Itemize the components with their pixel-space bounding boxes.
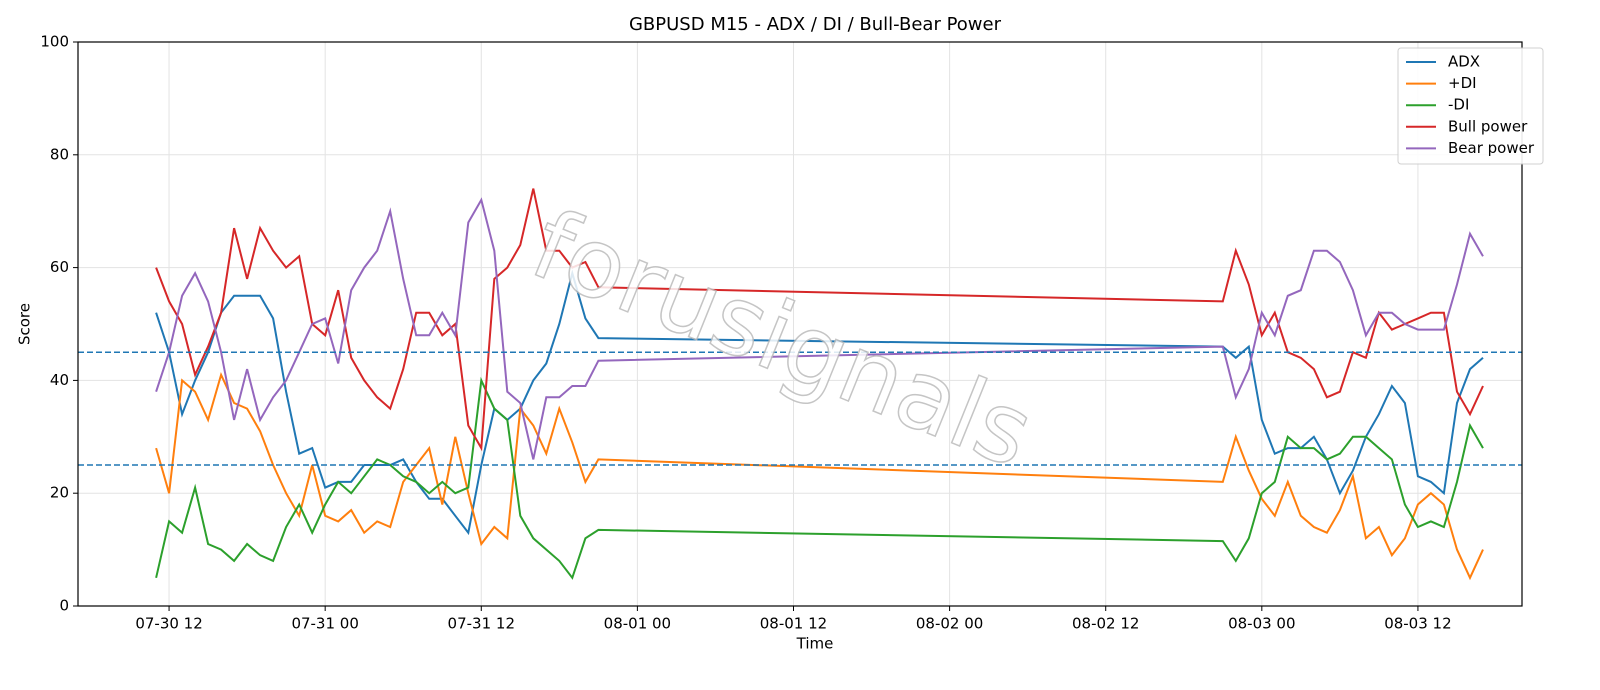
- watermark: forusignals: [517, 188, 1047, 489]
- legend-label: Bull power: [1448, 117, 1528, 135]
- data-line: [155, 376, 1484, 580]
- x-tick-label: 08-02 00: [916, 615, 983, 633]
- data-line: [155, 269, 1484, 536]
- x-tick-label: 08-02 12: [1072, 615, 1139, 633]
- y-tick-label: 20: [50, 484, 69, 502]
- x-axis-label: Time: [796, 635, 834, 653]
- x-tick-label: 07-31 12: [448, 615, 515, 633]
- x-tick-label: 08-03 12: [1384, 615, 1451, 633]
- y-tick-label: 60: [50, 258, 69, 276]
- legend-label: -DI: [1448, 96, 1469, 114]
- legend-label: ADX: [1448, 53, 1480, 71]
- x-tick-label: 08-01 12: [760, 615, 827, 633]
- legend-box: [1397, 47, 1544, 165]
- y-axis-label: Score: [16, 303, 34, 345]
- x-tick-label: 07-31 00: [291, 615, 358, 633]
- chart-title: GBPUSD M15 - ADX / DI / Bull-Bear Power: [629, 14, 1002, 35]
- x-tick-label: 07-30 12: [135, 615, 202, 633]
- x-tick-label: 08-03 00: [1228, 615, 1295, 633]
- legend-label: +DI: [1448, 74, 1477, 92]
- x-tick-label: 08-01 00: [604, 615, 671, 633]
- plot-frame: [77, 41, 1523, 607]
- y-tick-label: 40: [50, 371, 69, 389]
- y-tick-label: 0: [59, 597, 69, 615]
- legend-label: Bear power: [1448, 139, 1535, 157]
- y-tick-label: 100: [40, 33, 69, 51]
- data-line: [155, 197, 1484, 460]
- data-line: [155, 188, 1484, 452]
- y-tick-label: 80: [50, 145, 69, 163]
